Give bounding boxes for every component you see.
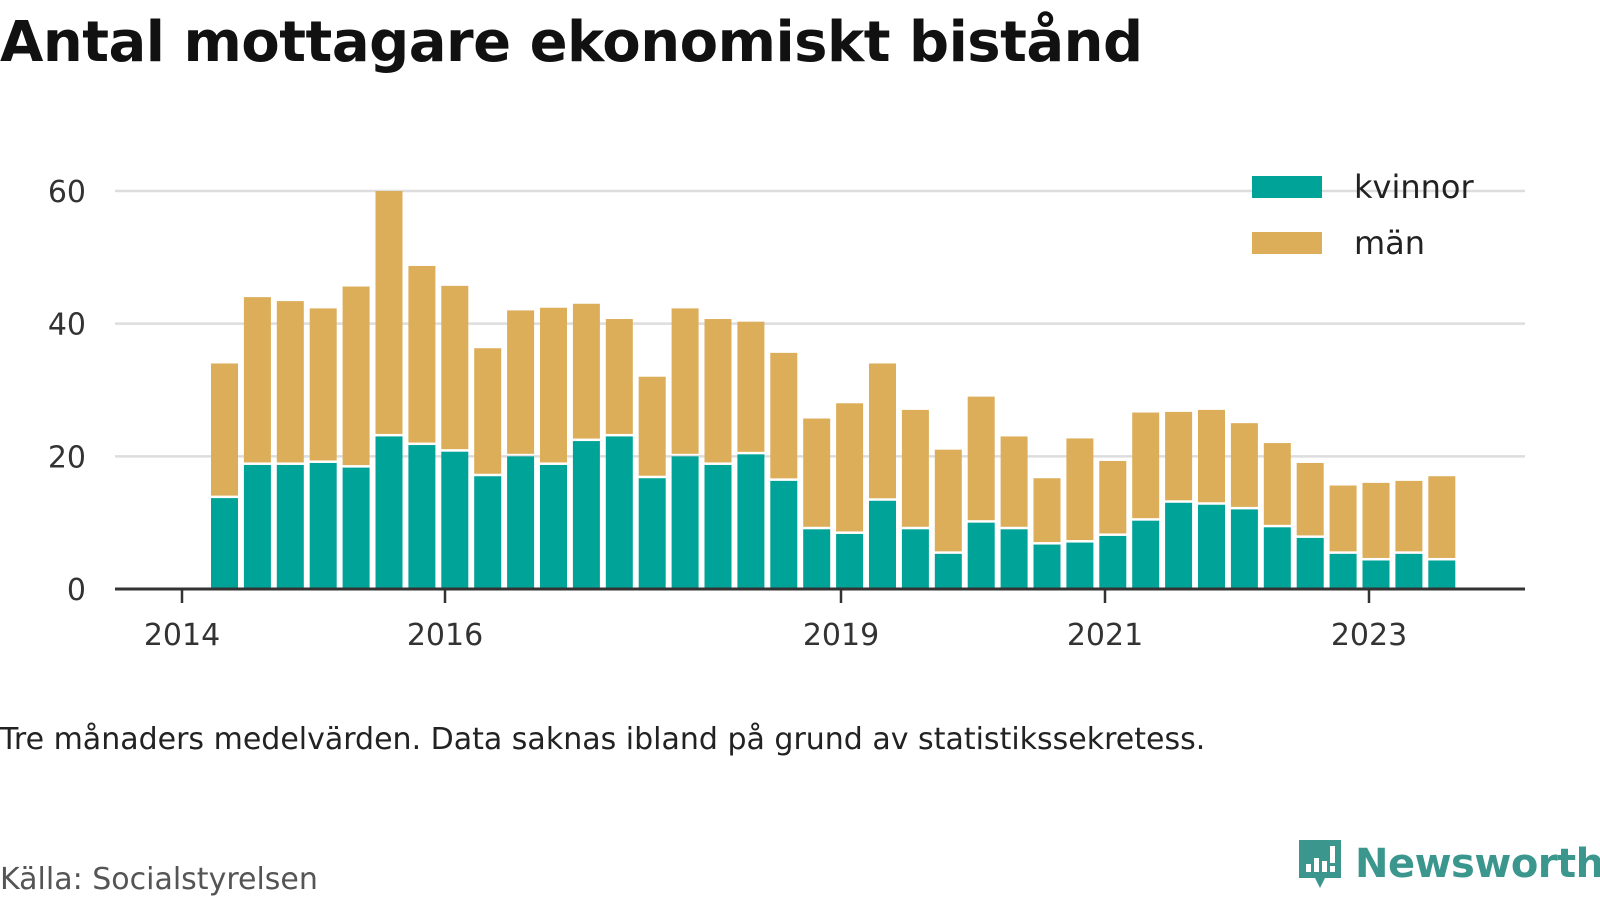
bar-kvinnor xyxy=(836,533,864,589)
bar-kvinnor xyxy=(1165,502,1193,589)
bar-kvinnor xyxy=(934,553,962,589)
newsworthy-logo-text: Newsworthy xyxy=(1355,841,1600,887)
legend-label-kvinnor: kvinnor xyxy=(1354,168,1475,206)
bar-man xyxy=(638,376,666,476)
bar-kvinnor xyxy=(605,436,633,589)
bar-kvinnor xyxy=(507,456,535,589)
x-tick-label: 2023 xyxy=(1331,618,1407,653)
bar-kvinnor xyxy=(1329,553,1357,589)
bar-kvinnor xyxy=(1263,527,1291,589)
bar-kvinnor xyxy=(869,500,896,589)
bar-man xyxy=(1000,436,1028,527)
bar-man xyxy=(1329,485,1357,552)
bar-man xyxy=(1362,482,1390,558)
x-tick-label: 2016 xyxy=(407,618,483,653)
bar-man xyxy=(342,286,370,466)
x-tick-label: 2014 xyxy=(144,618,220,653)
x-tick-label: 2019 xyxy=(803,618,879,653)
bar-man xyxy=(770,352,798,479)
bar-man xyxy=(704,319,732,463)
legend-swatch-kvinnor xyxy=(1252,176,1322,198)
bar-man xyxy=(967,396,995,521)
bar-man xyxy=(1296,462,1324,536)
chart-title: Antal mottagare ekonomiskt bistånd xyxy=(0,10,1143,75)
legend-swatch-man xyxy=(1252,232,1322,254)
bar-man xyxy=(934,449,962,552)
bar-man xyxy=(211,363,238,496)
bar-kvinnor xyxy=(704,464,732,589)
y-tick-label: 60 xyxy=(48,175,86,210)
bar-man xyxy=(836,403,864,532)
bar-kvinnor xyxy=(474,476,502,589)
bar-kvinnor xyxy=(342,467,370,589)
bar-kvinnor xyxy=(1066,542,1094,589)
newsworthy-logo[interactable]: Newsworthy xyxy=(1295,838,1600,890)
bar-man xyxy=(1198,409,1225,503)
bar-man xyxy=(474,348,502,474)
y-tick-label: 20 xyxy=(48,440,86,475)
y-tick-label: 40 xyxy=(48,308,86,343)
bar-man xyxy=(1263,443,1291,525)
bar-man xyxy=(803,418,831,527)
bar-kvinnor xyxy=(1033,544,1061,589)
bar-kvinnor xyxy=(1198,504,1225,589)
bar-man xyxy=(507,310,535,454)
bar-man xyxy=(375,191,403,434)
newsworthy-logo-icon xyxy=(1299,840,1341,888)
bar-man xyxy=(901,409,929,527)
bar-kvinnor xyxy=(1296,537,1324,589)
bar-kvinnor xyxy=(1428,560,1456,589)
bar-kvinnor xyxy=(1132,520,1160,589)
bar-kvinnor xyxy=(1395,553,1423,589)
bar-man xyxy=(671,308,699,454)
bar-man xyxy=(1066,438,1094,541)
legend-label-man: män xyxy=(1354,224,1425,262)
bar-man xyxy=(243,297,271,463)
bar-kvinnor xyxy=(243,464,271,589)
x-tick-label: 2021 xyxy=(1067,618,1143,653)
bar-man xyxy=(1099,460,1127,534)
bar-kvinnor xyxy=(540,464,567,589)
bar-kvinnor xyxy=(408,445,436,589)
bar-kvinnor xyxy=(770,480,798,589)
bar-kvinnor xyxy=(638,478,666,589)
bar-kvinnor xyxy=(1362,560,1390,589)
bar-man xyxy=(572,303,600,439)
bar-man xyxy=(1132,412,1160,519)
bar-kvinnor xyxy=(671,456,699,589)
bar-man xyxy=(309,308,337,461)
bar-kvinnor xyxy=(1000,529,1028,589)
bar-kvinnor xyxy=(309,462,337,589)
source-label: Källa: Socialstyrelsen xyxy=(0,862,318,897)
bar-kvinnor xyxy=(276,464,304,589)
bar-man xyxy=(441,285,469,450)
bar-man xyxy=(869,363,896,499)
bar-kvinnor xyxy=(901,529,929,589)
bar-kvinnor xyxy=(375,436,403,589)
y-tick-label: 0 xyxy=(67,573,86,608)
bar-man xyxy=(605,319,633,434)
bar-man xyxy=(1395,480,1423,552)
bar-kvinnor xyxy=(967,522,995,589)
bar-man xyxy=(1230,423,1258,507)
stacked-bar-chart: 0 20 40 60 2014 2016 2019 2021 2023 kvinnor män xyxy=(48,168,1525,653)
bar-man xyxy=(540,307,567,463)
bar-kvinnor xyxy=(572,441,600,589)
bar-kvinnor xyxy=(737,454,765,589)
bar-man xyxy=(1428,476,1456,558)
bar-kvinnor xyxy=(803,529,831,589)
bar-man xyxy=(737,321,765,452)
bar-kvinnor xyxy=(211,498,238,589)
bar-man xyxy=(276,301,304,463)
bar-kvinnor xyxy=(1230,509,1258,589)
bar-kvinnor xyxy=(1099,535,1127,589)
chart-note: Tre månaders medelvärden. Data saknas ib… xyxy=(0,722,1206,757)
bar-kvinnor xyxy=(441,451,469,589)
bar-man xyxy=(1033,478,1061,543)
bar-man xyxy=(1165,411,1193,501)
bar-man xyxy=(408,265,436,443)
